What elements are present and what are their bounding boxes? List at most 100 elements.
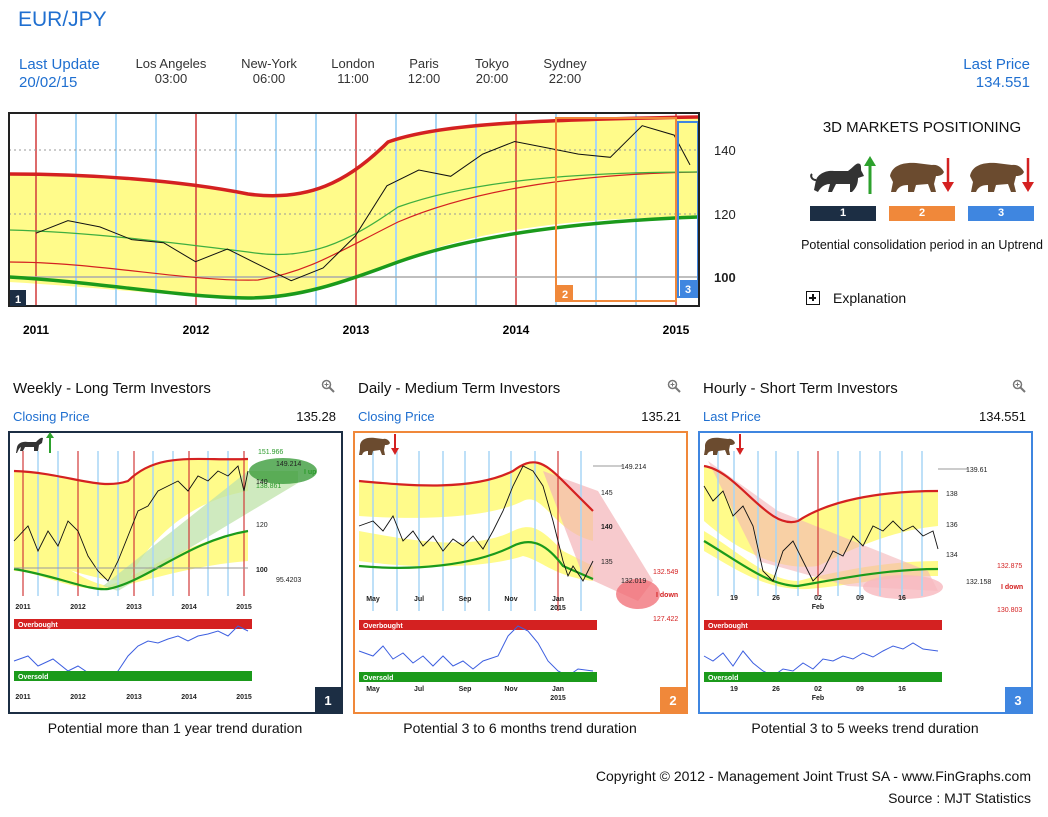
overbought-label: Overbought bbox=[708, 623, 748, 630]
y-tick-label: 140 bbox=[601, 524, 613, 531]
bull-up-icon bbox=[810, 156, 876, 194]
city-time: 22:00 bbox=[548, 71, 582, 86]
city-time: 20:00 bbox=[475, 71, 509, 86]
badge-3 bbox=[680, 280, 697, 296]
city-name: Paris bbox=[409, 56, 439, 71]
badge-2-label: 2 bbox=[562, 289, 568, 301]
x-tick-label: Nov bbox=[504, 596, 517, 603]
annotation-label: 138.861 bbox=[256, 483, 281, 490]
oversold-bar bbox=[359, 672, 597, 682]
y-tick-label: 135 bbox=[601, 559, 613, 566]
projection-ellipse bbox=[616, 579, 660, 609]
zoom-icon[interactable] bbox=[1012, 379, 1026, 396]
badge-3-label: 3 bbox=[685, 284, 691, 296]
zoom-icon[interactable] bbox=[321, 379, 335, 396]
trend-cone bbox=[543, 471, 653, 601]
panel-footer: Potential 3 to 5 weeks trend duration bbox=[751, 720, 979, 736]
overbought-bar bbox=[704, 620, 942, 630]
pair-title: EUR/JPY bbox=[18, 8, 107, 31]
panel-badge-label: 3 bbox=[1014, 693, 1021, 708]
x-tick-label: May bbox=[366, 596, 380, 603]
x-tick-label: Jul bbox=[414, 596, 424, 603]
x-tick-label: 02 bbox=[814, 686, 822, 693]
x-tick-label: 2013 bbox=[343, 323, 370, 337]
panel-sub-label: Closing Price bbox=[358, 409, 435, 424]
upper-band-line bbox=[9, 115, 699, 198]
oversold-label: Oversold bbox=[18, 674, 48, 681]
panel-badge-label: 2 bbox=[669, 693, 676, 708]
positioning-badge-2: 2 bbox=[889, 206, 955, 221]
oversold-label: Oversold bbox=[708, 675, 738, 682]
x-tick-label: 16 bbox=[898, 686, 906, 693]
last-price-value: 134.551 bbox=[975, 74, 1030, 91]
copyright: Copyright © 2012 - Management Joint Trus… bbox=[595, 768, 1031, 784]
panel-badge bbox=[315, 687, 341, 713]
panel-title-weekly: Weekly - Long Term Investors bbox=[13, 380, 211, 397]
overbought-label: Overbought bbox=[18, 622, 58, 629]
main-chart[interactable]: 1 2 3 140 120 100 2011 2012 2013 2014 20… bbox=[8, 112, 748, 342]
grid-lines bbox=[37, 451, 229, 596]
city-name: Los Angeles bbox=[135, 56, 207, 71]
lower-band-line bbox=[13, 529, 249, 591]
hourly-chart[interactable]: 139.61 138 136 134 132.875 132.158 I dow… bbox=[698, 431, 1033, 714]
lower-band-line bbox=[9, 215, 699, 300]
oscillator-line bbox=[358, 625, 594, 677]
band-edge bbox=[9, 171, 699, 281]
x-tick-label: Jan bbox=[552, 686, 564, 693]
x-tick-label: 2015 bbox=[663, 323, 690, 337]
city-name: London bbox=[331, 56, 375, 71]
x-tick-label: 2012 bbox=[183, 323, 210, 337]
city-name: New-York bbox=[241, 56, 297, 71]
x-tick-label: 2014 bbox=[503, 323, 530, 337]
bear-down-icon bbox=[704, 434, 744, 455]
annotation-label: I down bbox=[656, 592, 678, 599]
oscillator-line bbox=[13, 625, 249, 680]
daily-chart[interactable]: 149.214 145 140 135 132.549 132.019 I do… bbox=[353, 431, 688, 714]
x-tick-label: 19 bbox=[730, 595, 738, 602]
oscillator-line bbox=[703, 642, 939, 677]
city-time: 06:00 bbox=[252, 71, 286, 86]
weekly-chart[interactable]: 151.966 149.214 138.861 I up 140 120 100… bbox=[8, 431, 343, 714]
oversold-bar bbox=[704, 672, 942, 682]
x-tick-label: Sep bbox=[459, 596, 472, 603]
city-time: 11:00 bbox=[337, 71, 369, 86]
plus-icon[interactable] bbox=[806, 291, 820, 305]
badge-2 bbox=[557, 285, 573, 301]
grid-lines bbox=[372, 451, 582, 611]
last-update-date: 20/02/15 bbox=[19, 74, 78, 91]
box-medium-term bbox=[555, 117, 677, 302]
x-tick-label: 19 bbox=[730, 686, 738, 693]
panel-sub-value: 134.551 bbox=[979, 409, 1026, 424]
positioning-title: 3D MARKETS POSITIONING bbox=[822, 119, 1022, 136]
city-clock: New-York 06:00 bbox=[224, 56, 314, 86]
city-clock: Sydney 22:00 bbox=[520, 56, 610, 86]
band-fill bbox=[14, 531, 248, 590]
explanation-label[interactable]: Explanation bbox=[833, 290, 907, 306]
city-clock: London 11:00 bbox=[308, 56, 398, 86]
oversold-bar bbox=[14, 671, 252, 681]
y-tick-label: 100 bbox=[256, 567, 268, 574]
city-time: 12:00 bbox=[407, 71, 441, 86]
zoom-icon[interactable] bbox=[667, 379, 681, 396]
annotation-label: 132.158 bbox=[966, 579, 991, 586]
badge-1-label: 1 bbox=[15, 294, 21, 306]
source: Source : MJT Statistics bbox=[888, 790, 1031, 806]
y-tick-label: 140 bbox=[714, 143, 736, 158]
overbought-label: Overbought bbox=[363, 623, 403, 630]
x-tick-label: 2015 bbox=[550, 605, 566, 612]
y-tick-label: 140 bbox=[256, 479, 268, 486]
annotation-label: 130.803 bbox=[997, 607, 1022, 614]
x-tick-label: 16 bbox=[898, 595, 906, 602]
x-tick-label: 2012 bbox=[70, 694, 86, 701]
x-tick-label: May bbox=[366, 686, 380, 693]
x-tick-label: 2014 bbox=[181, 694, 197, 701]
band-edge bbox=[9, 171, 699, 256]
explanation-toggle[interactable]: Explanation bbox=[806, 290, 906, 306]
oversold-label: Oversold bbox=[363, 675, 393, 682]
panel-badge bbox=[1005, 687, 1031, 713]
city-name: Sydney bbox=[543, 56, 587, 71]
bear-down-icon bbox=[890, 158, 954, 192]
annotation-label: I up bbox=[304, 469, 316, 476]
upper-band-line bbox=[13, 457, 249, 486]
x-tick-label: 02 bbox=[814, 595, 822, 602]
